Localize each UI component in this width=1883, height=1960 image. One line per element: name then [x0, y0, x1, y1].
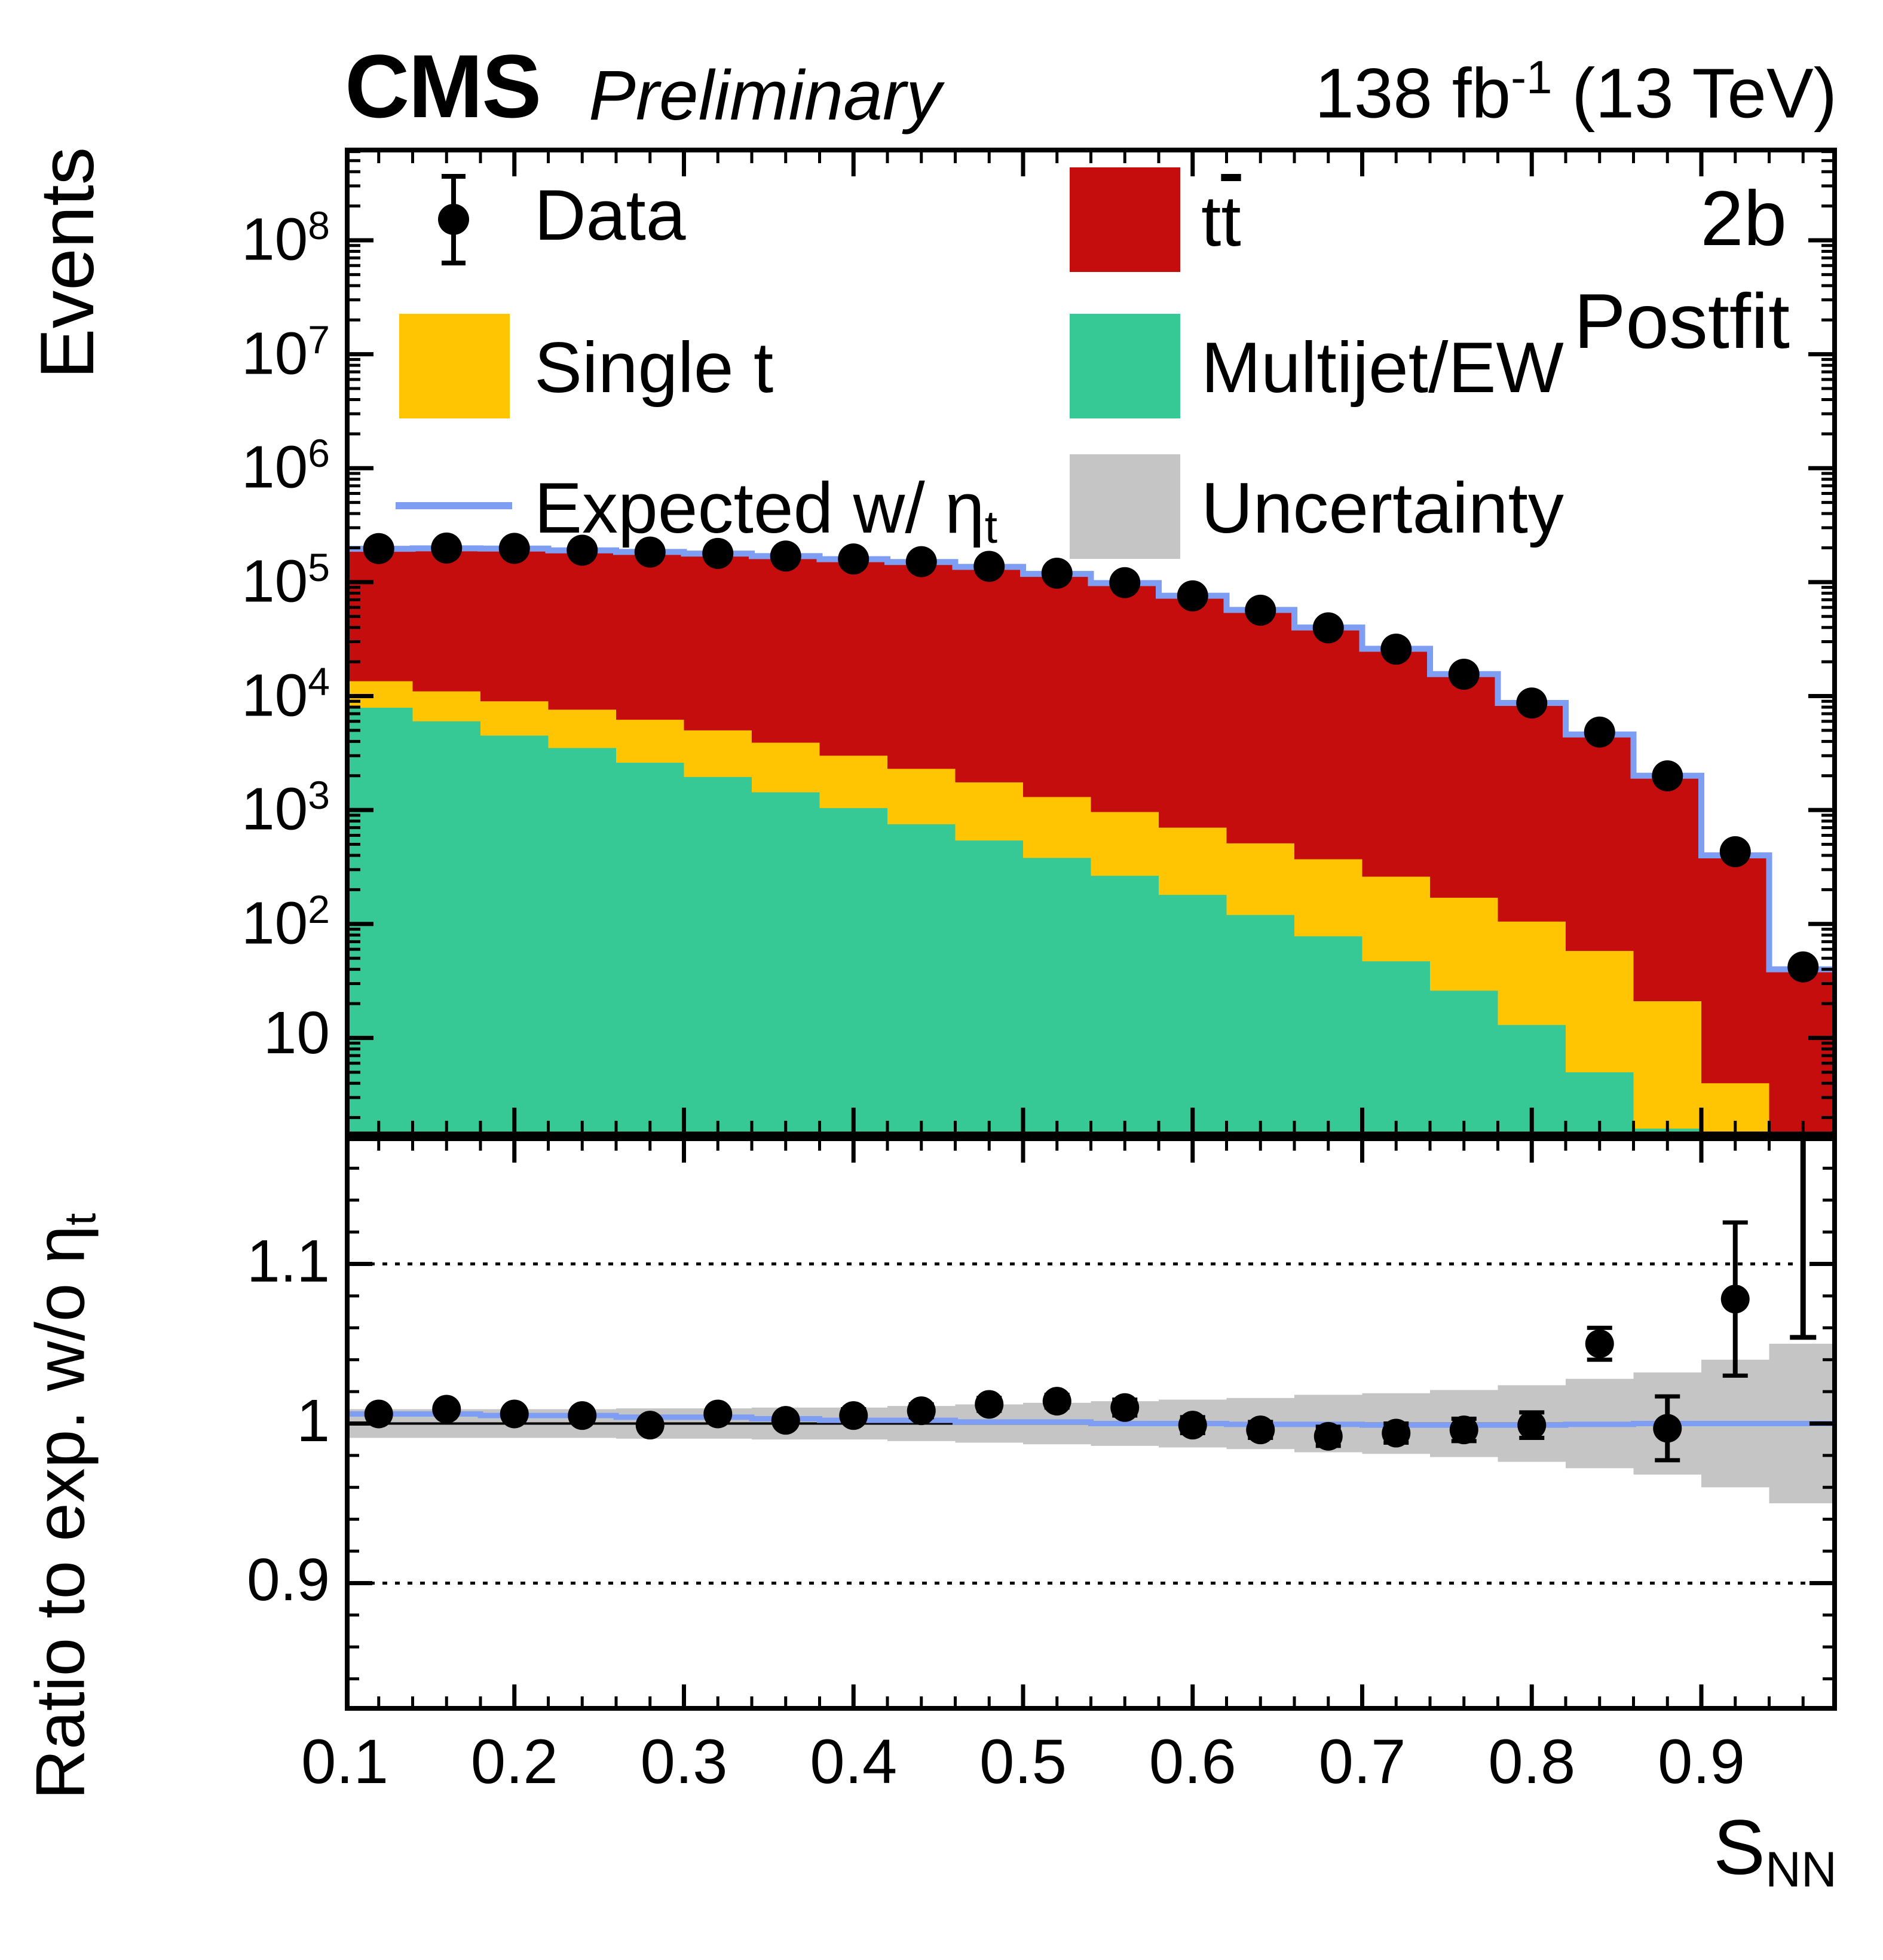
- x-tick-label: 0.3: [640, 1727, 728, 1797]
- data-point: [634, 536, 666, 568]
- data-point: [770, 540, 801, 572]
- ratio-point: [500, 1399, 529, 1429]
- ratio-point: [975, 1390, 1004, 1419]
- ratio-y-tick-label: 1: [296, 1387, 330, 1454]
- data-point: [702, 537, 734, 569]
- ratio-plot-svg: [345, 1136, 1837, 1711]
- luminosity-label: 138 fb-1 (13 TeV): [1315, 51, 1837, 133]
- data-points: [363, 532, 1819, 983]
- legend-label-expected: Expected w/ ηt: [534, 468, 998, 553]
- main-y-tick-label: 107: [241, 317, 330, 387]
- ratio-y-axis-title: Ratio to exp. w/o ηt: [21, 1213, 105, 1800]
- ratio-point: [1178, 1411, 1207, 1440]
- legend-label-single-t: Single t: [534, 328, 774, 408]
- lumi-exponent: -1: [1511, 51, 1553, 103]
- main-y-tick-label: 105: [241, 545, 330, 615]
- uncertainty-color-chip: [1070, 454, 1180, 559]
- main-panel-frame: [345, 148, 1837, 1136]
- data-point: [498, 533, 530, 564]
- ratio-point: [1110, 1393, 1140, 1422]
- x-tick-label: 0.5: [979, 1727, 1067, 1797]
- data-point: [1177, 580, 1208, 611]
- main-y-tick-label: 102: [241, 886, 330, 957]
- x-axis-title: SNN: [1713, 1803, 1837, 1898]
- x-tick-label: 0.6: [1149, 1727, 1236, 1797]
- ratio-point: [1720, 1285, 1750, 1314]
- data-point: [567, 534, 598, 566]
- ratio-point: [1246, 1415, 1275, 1445]
- data-marker-errorbar-bottom-cap: [442, 261, 466, 265]
- data-point: [363, 533, 394, 564]
- single-t-color-chip: [399, 314, 510, 418]
- expected-ratio-line: [345, 1411, 1837, 1428]
- main-y-axis-title: Events: [25, 146, 109, 380]
- expected-line-sample: [396, 502, 512, 509]
- ratio-point: [703, 1399, 733, 1429]
- ratio-y-tick-label: 1.1: [246, 1227, 330, 1295]
- data-point: [1448, 659, 1480, 690]
- ratio-point: [1042, 1387, 1071, 1416]
- ratio-point: [1653, 1414, 1682, 1443]
- x-tick-label: 0.2: [470, 1727, 558, 1797]
- ratio-panel-frame: [345, 1136, 1837, 1711]
- multijet-ew-color-chip: [1070, 314, 1180, 418]
- ratio-y-tick-label: 0.9: [246, 1546, 330, 1614]
- ratio-point: [1313, 1421, 1343, 1451]
- cms-logo-text: CMS: [345, 36, 541, 136]
- legend-label-multijet-ew: Multijet/EW: [1201, 328, 1564, 408]
- ratio-point: [1585, 1329, 1614, 1359]
- ttbar-color-chip: [1070, 167, 1180, 272]
- main-y-tick-label: 10: [263, 999, 330, 1067]
- expected-step-line: [345, 545, 1837, 973]
- data-marker-dot: [438, 204, 469, 235]
- ratio-points: [364, 1220, 1750, 1463]
- data-point: [1245, 594, 1276, 626]
- multijet-ew-stack-area: [345, 708, 1701, 1136]
- ratio-point: [635, 1411, 665, 1440]
- ratio-point: [1449, 1415, 1478, 1445]
- ratio-point: [1517, 1411, 1547, 1440]
- x-tick-label: 0.4: [810, 1727, 898, 1797]
- data-marker-errorbar-top-cap: [442, 174, 466, 179]
- data-point: [1584, 716, 1615, 748]
- main-y-tick-label: 106: [241, 431, 330, 501]
- legend-label-data: Data: [534, 175, 686, 255]
- data-point: [1787, 951, 1819, 983]
- data-point: [1041, 557, 1073, 589]
- main-y-tick-label: 108: [241, 203, 330, 273]
- category-label: 2b: [1700, 175, 1787, 262]
- ratio-point: [771, 1406, 800, 1435]
- data-point: [1516, 687, 1548, 719]
- x-tick-label: 0.9: [1658, 1727, 1745, 1797]
- x-tick-label: 0.8: [1488, 1727, 1576, 1797]
- x-axis-title-subscript: NN: [1765, 1842, 1837, 1898]
- main-y-tick-label: 104: [241, 659, 330, 729]
- legend-label-ttbar: tt: [1201, 181, 1241, 261]
- ratio-point: [1382, 1418, 1411, 1448]
- ratio-point: [432, 1395, 461, 1424]
- data-point: [1652, 760, 1683, 792]
- main-plot-svg: [345, 148, 1837, 1136]
- data-point: [1109, 567, 1141, 598]
- data-point: [1380, 634, 1412, 665]
- ratio-point: [907, 1396, 936, 1426]
- ratio-point: [839, 1401, 868, 1430]
- x-tick-label: 0.1: [301, 1727, 388, 1797]
- ratio-point: [568, 1401, 597, 1430]
- main-y-tick-label: 103: [241, 773, 330, 843]
- x-tick-label: 0.7: [1318, 1727, 1406, 1797]
- data-point: [905, 546, 937, 577]
- ratio-point: [364, 1399, 393, 1429]
- data-point: [973, 551, 1005, 582]
- data-point: [1312, 612, 1344, 644]
- data-point: [1719, 836, 1751, 867]
- data-point: [431, 532, 463, 564]
- legend-label-uncertainty: Uncertainty: [1201, 468, 1564, 548]
- postfit-label: Postfit: [1573, 277, 1790, 365]
- data-point: [838, 543, 869, 575]
- preliminary-label: Preliminary: [589, 56, 942, 135]
